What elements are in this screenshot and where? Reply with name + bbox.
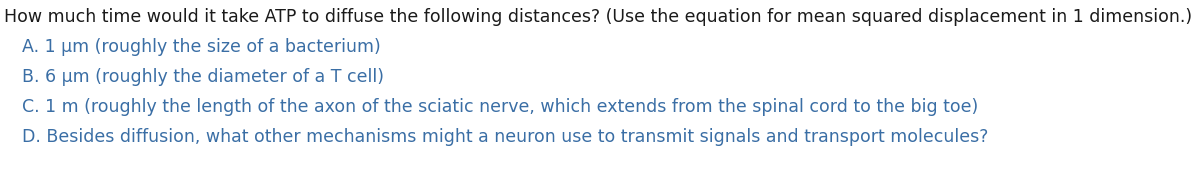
- Text: How much time would it take ATP to diffuse the following distances? (Use the equ: How much time would it take ATP to diffu…: [4, 8, 1192, 26]
- Text: A. 1 μm (roughly the size of a bacterium): A. 1 μm (roughly the size of a bacterium…: [22, 38, 380, 56]
- Text: C. 1 m (roughly the length of the axon of the sciatic nerve, which extends from : C. 1 m (roughly the length of the axon o…: [22, 98, 978, 116]
- Text: B. 6 μm (roughly the diameter of a T cell): B. 6 μm (roughly the diameter of a T cel…: [22, 68, 384, 86]
- Text: D. Besides diffusion, what other mechanisms might a neuron use to transmit signa: D. Besides diffusion, what other mechani…: [22, 128, 988, 146]
